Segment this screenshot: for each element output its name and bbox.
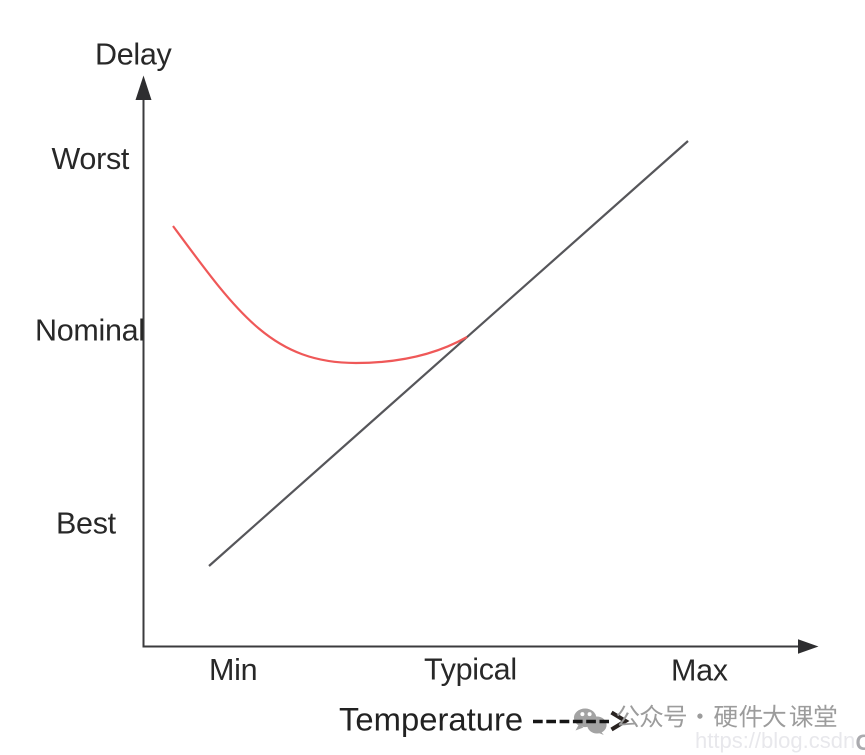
svg-text:Best: Best xyxy=(56,507,117,541)
svg-text:Typical: Typical xyxy=(424,653,517,687)
svg-text:Temperature: Temperature xyxy=(339,701,523,738)
svg-text:Worst: Worst xyxy=(52,142,130,176)
svg-text:https://blog.csdn: https://blog.csdn xyxy=(695,728,855,753)
svg-text:Max: Max xyxy=(671,654,728,688)
svg-text:C: C xyxy=(856,730,865,755)
svg-text:Nominal: Nominal xyxy=(35,313,145,347)
svg-text:Min: Min xyxy=(209,653,257,687)
svg-text:Delay: Delay xyxy=(95,38,173,72)
